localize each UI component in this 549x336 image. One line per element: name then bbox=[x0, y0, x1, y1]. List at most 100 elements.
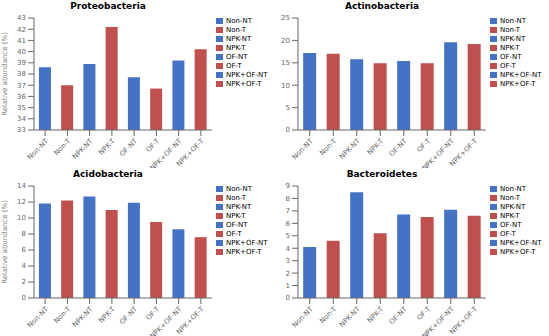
svg-text:NPK-T: NPK-T bbox=[97, 137, 117, 157]
svg-text:12: 12 bbox=[17, 198, 26, 206]
svg-text:0: 0 bbox=[286, 294, 290, 302]
svg-text:Non-NT: Non-NT bbox=[26, 305, 51, 330]
html-text:NPK-T: NPK-T bbox=[500, 212, 520, 220]
svg-text:Non-T: Non-T bbox=[318, 137, 338, 157]
svg-text:OF-T: OF-T bbox=[145, 137, 162, 154]
svg-text:NPK+OF-T: NPK+OF-T bbox=[175, 305, 206, 336]
html-text:Non-NT: Non-NT bbox=[226, 17, 252, 25]
svg-text:0: 0 bbox=[286, 126, 290, 134]
html-text:OF-NT: OF-NT bbox=[500, 221, 522, 229]
html-text:OF-NT: OF-NT bbox=[226, 221, 248, 229]
svg-text:OF-NT: OF-NT bbox=[118, 137, 139, 158]
svg-text:20: 20 bbox=[281, 37, 290, 45]
html-text:NPK+OF-T: NPK+OF-T bbox=[226, 80, 262, 88]
svg-text:33: 33 bbox=[17, 126, 26, 134]
html-text:Non-NT: Non-NT bbox=[226, 185, 252, 193]
html-text:OF-T: OF-T bbox=[226, 62, 242, 70]
html-text:Non-T: Non-T bbox=[500, 194, 521, 202]
svg-text:6: 6 bbox=[22, 246, 27, 254]
html-text:NPK+OF-T: NPK+OF-T bbox=[500, 80, 536, 88]
svg-text:7: 7 bbox=[286, 207, 290, 215]
svg-text:3: 3 bbox=[286, 257, 290, 265]
svg-text:NPK-NT: NPK-NT bbox=[71, 305, 95, 329]
svg-text:4: 4 bbox=[286, 245, 291, 253]
html-text:OF-NT: OF-NT bbox=[226, 53, 248, 61]
html-text:NPK-T: NPK-T bbox=[500, 44, 520, 52]
svg-text:6: 6 bbox=[286, 220, 291, 228]
html-text:Non-T: Non-T bbox=[500, 26, 521, 34]
html-text:Non-NT: Non-NT bbox=[500, 185, 526, 193]
svg-text:NPK+OF-T: NPK+OF-T bbox=[448, 305, 479, 336]
svg-text:15: 15 bbox=[281, 59, 290, 67]
svg-text:8: 8 bbox=[286, 195, 290, 203]
svg-text:OF-NT: OF-NT bbox=[388, 305, 409, 326]
svg-text:4: 4 bbox=[22, 262, 27, 270]
svg-text:NPK-T: NPK-T bbox=[366, 137, 386, 157]
svg-text:2: 2 bbox=[22, 278, 26, 286]
svg-text:2: 2 bbox=[286, 270, 290, 278]
svg-text:OF-NT: OF-NT bbox=[388, 137, 409, 158]
svg-text:25: 25 bbox=[281, 14, 290, 22]
svg-text:43: 43 bbox=[17, 14, 26, 22]
svg-text:10: 10 bbox=[281, 82, 290, 90]
svg-text:NPK-NT: NPK-NT bbox=[338, 305, 362, 329]
svg-text:Non-T: Non-T bbox=[52, 305, 72, 325]
svg-text:37: 37 bbox=[17, 82, 26, 90]
svg-text:OF-NT: OF-NT bbox=[118, 305, 139, 326]
html-text:NPK+OF-NT: NPK+OF-NT bbox=[226, 239, 268, 247]
svg-text:Non-T: Non-T bbox=[318, 305, 338, 325]
svg-text:OF-T: OF-T bbox=[415, 137, 432, 154]
html-text:NPK+OF-NT: NPK+OF-NT bbox=[500, 239, 542, 247]
svg-text:NPK-T: NPK-T bbox=[97, 305, 117, 325]
html-text:Non-T: Non-T bbox=[226, 26, 247, 34]
svg-text:Non-NT: Non-NT bbox=[291, 305, 316, 330]
svg-text:36: 36 bbox=[17, 93, 26, 101]
html-text:NPK-T: NPK-T bbox=[226, 212, 246, 220]
html-text:NPK+OF-T: NPK+OF-T bbox=[226, 248, 262, 256]
html-text:Bacteroidetes: Bacteroidetes bbox=[346, 169, 418, 179]
html-text:Actinobacteria: Actinobacteria bbox=[344, 1, 420, 11]
svg-text:NPK+OF-T: NPK+OF-T bbox=[448, 137, 479, 168]
html-text:OF-T: OF-T bbox=[226, 230, 242, 238]
html-text:OF-T: OF-T bbox=[500, 230, 516, 238]
html-text:NPK+OF-NT: NPK+OF-NT bbox=[500, 71, 542, 79]
svg-text:8: 8 bbox=[22, 230, 26, 238]
html-text:OF-NT: OF-NT bbox=[500, 53, 522, 61]
svg-text:NPK-NT: NPK-NT bbox=[338, 137, 362, 161]
html-text:Non-NT: Non-NT bbox=[500, 17, 526, 25]
html-text:Acidobacteria: Acidobacteria bbox=[73, 169, 143, 179]
svg-text:10: 10 bbox=[17, 214, 26, 222]
svg-text:40: 40 bbox=[17, 48, 26, 56]
svg-text:42: 42 bbox=[17, 26, 26, 34]
svg-text:41: 41 bbox=[17, 37, 26, 45]
svg-text:5: 5 bbox=[286, 232, 290, 240]
svg-text:1: 1 bbox=[286, 282, 290, 290]
svg-text:9: 9 bbox=[286, 182, 290, 190]
svg-text:14: 14 bbox=[17, 182, 26, 190]
svg-text:OF-T: OF-T bbox=[145, 305, 162, 322]
svg-text:38: 38 bbox=[17, 70, 26, 78]
svg-text:Non-T: Non-T bbox=[52, 137, 72, 157]
html-text:NPK-NT: NPK-NT bbox=[226, 35, 252, 43]
html-text:Proteobacteria: Proteobacteria bbox=[70, 1, 146, 11]
svg-text:OF-T: OF-T bbox=[415, 305, 432, 322]
html-text:NPK-NT: NPK-NT bbox=[500, 35, 526, 43]
svg-text:35: 35 bbox=[17, 104, 26, 112]
html-text:NPK-T: NPK-T bbox=[226, 44, 246, 52]
svg-text:NPK-T: NPK-T bbox=[366, 305, 386, 325]
svg-text:Non-NT: Non-NT bbox=[26, 137, 51, 162]
html-text:OF-T: OF-T bbox=[500, 62, 516, 70]
html-text:NPK-NT: NPK-NT bbox=[500, 203, 526, 211]
svg-text:Non-NT: Non-NT bbox=[291, 137, 316, 162]
svg-text:34: 34 bbox=[17, 115, 26, 123]
svg-text:Relative abundance (%): Relative abundance (%) bbox=[8, 200, 9, 284]
html-text:NPK+OF-NT: NPK+OF-NT bbox=[226, 71, 268, 79]
svg-text:Relative abundance (%): Relative abundance (%) bbox=[8, 32, 9, 116]
svg-text:NPK+OF-T: NPK+OF-T bbox=[175, 137, 206, 168]
html-text:Non-T: Non-T bbox=[226, 194, 247, 202]
svg-text:5: 5 bbox=[286, 104, 290, 112]
svg-text:39: 39 bbox=[17, 59, 26, 67]
html-text:NPK-NT: NPK-NT bbox=[226, 203, 252, 211]
svg-text:NPK-NT: NPK-NT bbox=[71, 137, 95, 161]
svg-text:0: 0 bbox=[22, 294, 26, 302]
